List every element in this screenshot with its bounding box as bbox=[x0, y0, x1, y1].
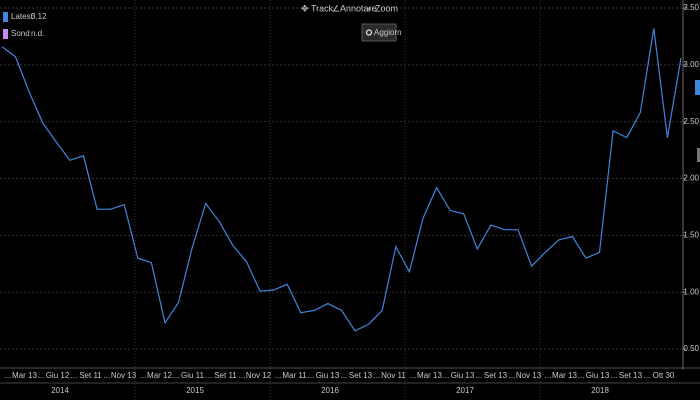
x-tick-label: ... bbox=[140, 371, 147, 380]
legend-swatch bbox=[3, 12, 8, 22]
x-tick-label: Nov 12 bbox=[246, 371, 272, 380]
x-tick-label: Set 13 bbox=[484, 371, 508, 380]
year-label: 2017 bbox=[456, 386, 474, 395]
toolbar: ✥ Track ∠ Annotare ⌕ Zoom Aggiorn bbox=[301, 3, 402, 42]
x-tick-label: Set 13 bbox=[349, 371, 373, 380]
year-label: 2015 bbox=[186, 386, 204, 395]
y-tick-label: 3.50 bbox=[683, 3, 699, 12]
x-tick-label: Giu 12 bbox=[46, 371, 70, 380]
x-tick-label: Nov 13 bbox=[111, 371, 137, 380]
x-tick-label: ... bbox=[644, 371, 651, 380]
x-tick-label: ... bbox=[275, 371, 282, 380]
x-tick-label: Set 11 bbox=[79, 371, 102, 380]
refresh-button[interactable]: Aggiorn bbox=[361, 23, 402, 42]
y-tick-label: 1.00 bbox=[683, 287, 699, 296]
x-tick-label: ... bbox=[410, 371, 417, 380]
zoom-button[interactable]: ⌕ Zoom bbox=[367, 3, 398, 13]
year-label: 2014 bbox=[51, 386, 69, 395]
x-tick-label: ... bbox=[509, 371, 516, 380]
x-tick-label: Giu 13 bbox=[451, 371, 475, 380]
x-tick-label: Set 13 bbox=[619, 371, 643, 380]
year-label: 2016 bbox=[321, 386, 339, 395]
x-tick-label: ... bbox=[578, 371, 585, 380]
x-tick-label: ... bbox=[5, 371, 12, 380]
x-tick-label: ... bbox=[476, 371, 483, 380]
x-tick-label: ... bbox=[173, 371, 180, 380]
annotate-icon: ∠ bbox=[332, 3, 340, 13]
x-tick-label: ... bbox=[308, 371, 315, 380]
track-icon: ✥ bbox=[301, 3, 309, 13]
x-tick-label: ... bbox=[38, 371, 45, 380]
legend-value: n.d. bbox=[31, 29, 44, 38]
x-tick-label: Mar 13 bbox=[417, 371, 442, 380]
x-tick-label: Set 11 bbox=[214, 371, 237, 380]
zoom-label: Zoom bbox=[375, 3, 398, 13]
x-tick-label: Mar 12 bbox=[147, 371, 172, 380]
x-tick-label: ... bbox=[71, 371, 78, 380]
annotate-button[interactable]: ∠ Annotare bbox=[332, 3, 377, 13]
y-tick-label: 3.00 bbox=[683, 60, 699, 69]
x-tick-label: ... bbox=[206, 371, 213, 380]
side-marker bbox=[697, 148, 700, 162]
grid bbox=[0, 0, 683, 400]
x-tick-label: ... bbox=[611, 371, 618, 380]
track-button[interactable]: ✥ Track bbox=[301, 3, 334, 13]
x-tick-label: ... bbox=[374, 371, 381, 380]
x-tick-label: Mar 13 bbox=[552, 371, 577, 380]
y-tick-label: 2.00 bbox=[683, 174, 699, 183]
legend-name: Latest bbox=[11, 12, 34, 21]
zoom-icon: ⌕ bbox=[367, 3, 372, 13]
y-tick-label: 2.50 bbox=[683, 117, 699, 126]
x-tick-label: Nov 11 bbox=[381, 371, 406, 380]
x-tick-label: Mar 11 bbox=[282, 371, 307, 380]
legend-swatch bbox=[3, 29, 8, 39]
track-label: Track bbox=[311, 3, 334, 13]
refresh-label: Aggiorn bbox=[374, 28, 402, 37]
latest-marker bbox=[695, 80, 700, 95]
x-tick-label: Giu 11 bbox=[181, 371, 205, 380]
x-tick-label: ... bbox=[443, 371, 450, 380]
x-tick-label: Giu 13 bbox=[316, 371, 340, 380]
x-tick-label: Nov 13 bbox=[516, 371, 542, 380]
x-tick-label: Ott 30 bbox=[653, 371, 675, 380]
annotate-label: Annotare bbox=[340, 3, 377, 13]
x-tick-label: ... bbox=[104, 371, 111, 380]
year-label: 2018 bbox=[591, 386, 609, 395]
y-tick-label: 0.50 bbox=[683, 344, 699, 353]
refresh-icon bbox=[365, 29, 373, 36]
x-tick-label: Giu 13 bbox=[586, 371, 610, 380]
series-line bbox=[1, 28, 682, 332]
x-tick-label: ... bbox=[341, 371, 348, 380]
legend-value: 3.12 bbox=[31, 12, 47, 21]
x-tick-label: ... bbox=[545, 371, 552, 380]
legend-name: Sond bbox=[11, 29, 30, 38]
x-tick-label: Mar 13 bbox=[12, 371, 37, 380]
refresh-box bbox=[361, 23, 397, 42]
x-tick-label: ... bbox=[239, 371, 246, 380]
y-tick-label: 1.50 bbox=[683, 230, 699, 239]
